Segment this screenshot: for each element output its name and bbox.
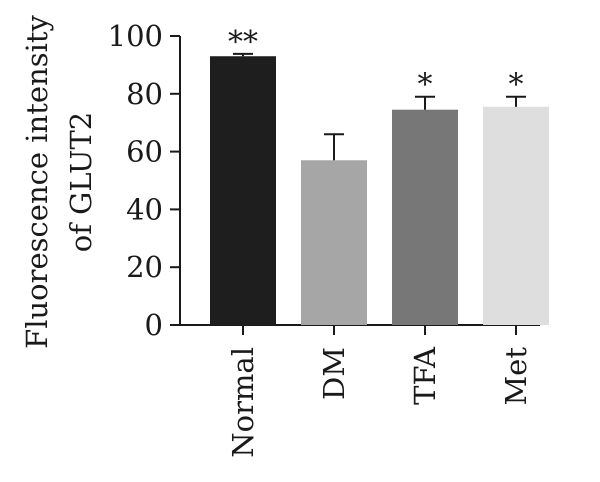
significance-marker: * [509,68,524,103]
y-tick-label: 0 [145,308,163,342]
x-tick-label: Normal [226,347,260,458]
bar-met [483,106,549,326]
y-axis-label-line2: of GLUT2 [64,112,98,252]
y-tick-label: 20 [126,250,163,284]
bars: *** * [210,25,549,326]
y-tick-label: 40 [126,192,163,226]
bar-dm [301,160,367,325]
significance-marker: ** [228,25,258,60]
y-axis: 0 20 40 60 80 100 [108,19,181,342]
significance-marker: * [418,68,433,103]
y-tick-label: 80 [126,77,163,111]
y-tick-label: 60 [126,135,163,169]
y-axis-title: Fluorescence intensity of GLUT2 [20,14,98,348]
bar-normal [210,56,276,325]
x-tick-label: Met [499,347,533,406]
x-tick-label: TFA [408,346,442,405]
y-tick-label: 100 [108,19,163,53]
x-axis: Normal DM TFA Met [180,324,540,458]
y-axis-label-line1: Fluorescence intensity [20,14,54,348]
x-tick-label: DM [317,347,351,400]
bar-tfa [392,109,458,325]
